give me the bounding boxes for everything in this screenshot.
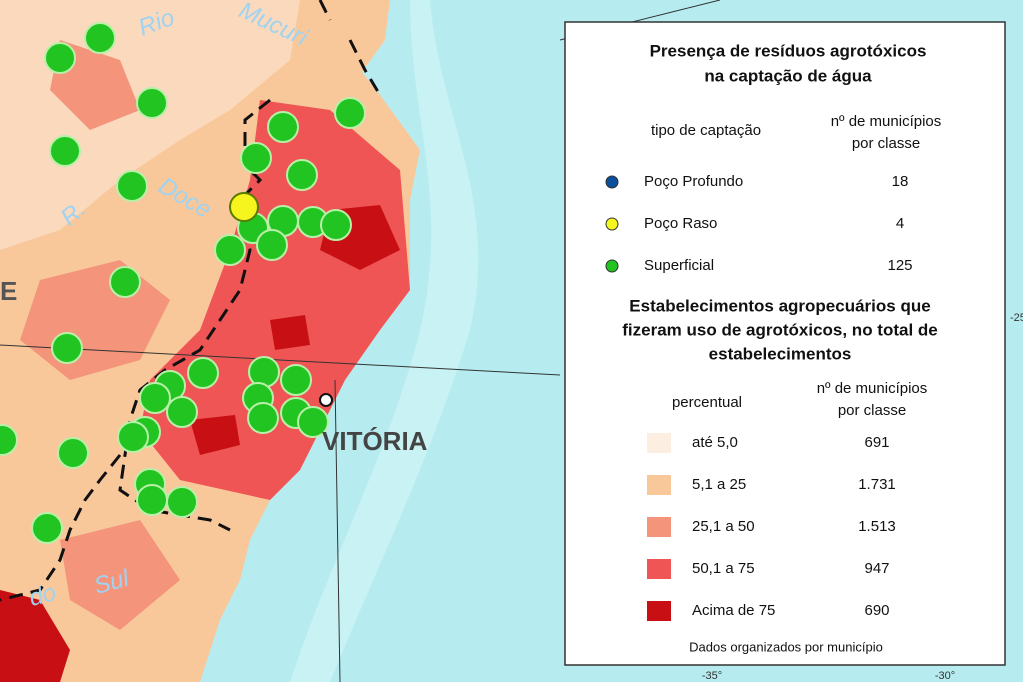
dot [57,437,89,469]
legend-swatch [647,601,671,621]
graticule [334,379,341,683]
legend-symbol [605,259,619,273]
header: tipo de captação [651,122,761,139]
legend-swatch [647,517,671,537]
note: Dados organizados por município [689,639,883,654]
legend-label: Poço Raso [644,215,717,232]
legend-swatch [647,559,671,579]
header: percentual [672,394,742,411]
legend-label: Poço Profundo [644,173,743,190]
legend-symbol [605,217,619,231]
dot [334,97,366,129]
dot [286,159,318,191]
dot [51,332,83,364]
legend-title: estabelecimentos [709,344,852,363]
dot [139,382,171,414]
dots [0,22,366,544]
legend-label: Superficial [644,257,714,274]
dot [297,406,329,438]
dot [136,484,168,516]
legend-count: 1.513 [858,518,896,535]
legend-title: Presença de resíduos agrotóxicos [650,41,927,60]
dot [109,266,141,298]
region-top [190,415,240,455]
graticule-label: -30° [935,670,955,682]
header: por classe [852,135,920,152]
dot [49,135,81,167]
legend-label: até 5,0 [692,434,738,451]
dot [240,142,272,174]
header: nº de municípios [817,380,928,397]
dot [31,512,63,544]
dot [44,42,76,74]
dot [117,421,149,453]
legend-count: 690 [864,602,889,619]
legend-count: 947 [864,560,889,577]
legend-label: 25,1 a 50 [692,518,755,535]
legend-count: 4 [896,215,904,232]
legend-title: Estabelecimentos agropecuários que [629,296,930,315]
dot [136,87,168,119]
graticule [0,344,561,376]
legend-title: na captação de água [704,66,872,85]
dot [187,357,219,389]
header: nº de municípios [831,113,942,130]
graticule-label: -25 [1010,312,1023,324]
dot [280,364,312,396]
dot [84,22,116,54]
dot [256,229,288,261]
legend-label: 5,1 a 25 [692,476,746,493]
city-label: VITÓRIA [322,426,428,456]
legend-symbol [605,175,619,189]
region-top [0,590,70,682]
region [60,520,180,630]
legend-count: 125 [887,257,912,274]
legend-label: 50,1 a 75 [692,560,755,577]
legend-count: 1.731 [858,476,896,493]
state-label: E [0,276,17,306]
header: por classe [838,402,906,419]
dot [248,356,280,388]
dot [116,170,148,202]
legend-count: 18 [892,173,909,190]
dot [247,402,279,434]
legend-count: 691 [864,434,889,451]
legend-label: Acima de 75 [692,602,775,619]
dot [320,209,352,241]
legend-swatch [647,433,671,453]
dot [166,396,198,428]
dot [0,424,18,456]
legend-title: fizeram uso de agrotóxicos, no total de [622,320,938,339]
region-high [140,100,410,500]
dot-raso [229,192,259,222]
dot [166,486,198,518]
city-marker [319,393,333,407]
legend-box [564,21,1006,666]
legend-swatch [647,475,671,495]
graticule-label: -35° [702,670,722,682]
region-top [270,315,310,350]
legend: Presença de resíduos agrotóxicos na capt… [564,21,1006,666]
state-border [0,0,382,602]
dot [267,111,299,143]
dot [214,234,246,266]
shelf [290,0,479,682]
